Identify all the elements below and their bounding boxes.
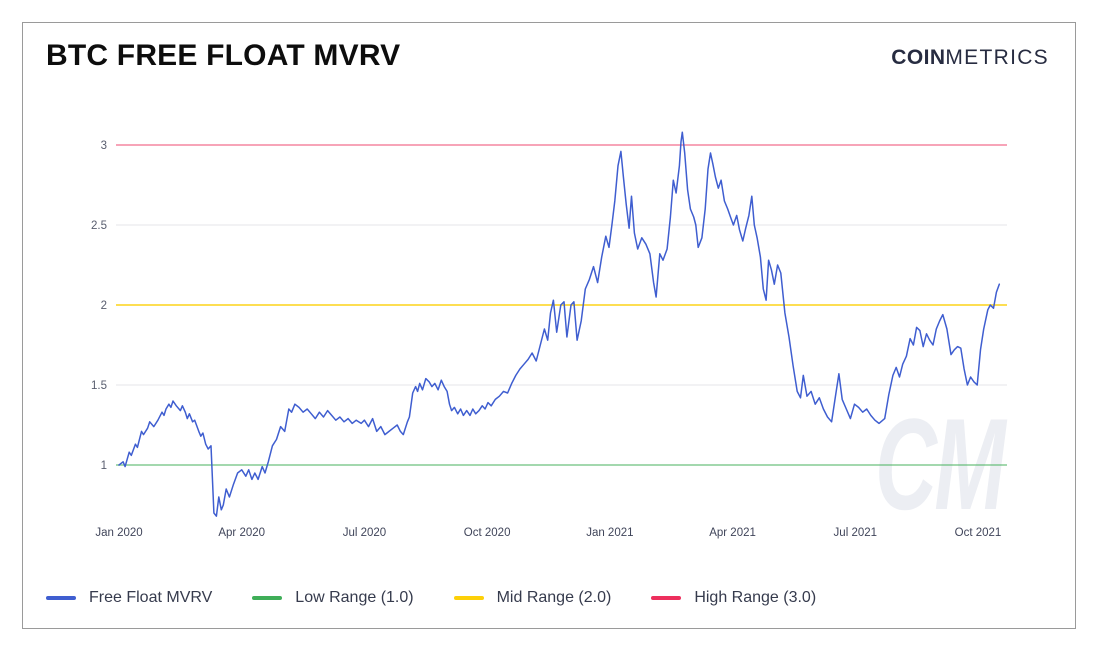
legend-label-free-float-mvrv: Free Float MVRV bbox=[89, 589, 213, 606]
x-tick-label: Jul 2020 bbox=[343, 527, 386, 539]
y-tick-label: 1.5 bbox=[91, 380, 107, 392]
chart-plot-area: CM 1 1.5 2 2.5 3 Jan 2020 Apr 2020 Jul 2020 Oct … bbox=[23, 111, 1076, 573]
legend-swatch-high-range bbox=[651, 595, 682, 601]
chart-svg: 1 1.5 2 2.5 3 Jan 2020 Apr 2020 Jul 2020 Oct 202… bbox=[91, 131, 1007, 539]
legend-swatch-free-float-mvrv bbox=[46, 595, 76, 601]
legend-swatch-low-range bbox=[252, 595, 283, 601]
legend-item-high-range[interactable]: High Range (3.0) bbox=[651, 589, 816, 607]
x-tick-label: Jul 2021 bbox=[834, 527, 877, 539]
legend-item-mid-range[interactable]: Mid Range (2.0) bbox=[453, 589, 612, 607]
x-tick-label: Oct 2021 bbox=[955, 527, 1002, 539]
x-tick-label: Oct 2020 bbox=[464, 527, 511, 539]
series-free-float-mvrv bbox=[118, 131, 1001, 517]
brand-light-text: METRICS bbox=[945, 46, 1049, 69]
x-tick-label: Apr 2020 bbox=[218, 527, 265, 539]
y-tick-label: 2.5 bbox=[91, 220, 107, 232]
chart-header: BTC FREE FLOAT MVRV COINMETRICS bbox=[46, 39, 1049, 73]
legend-swatch-mid-range bbox=[453, 595, 484, 601]
chart-card: BTC FREE FLOAT MVRV COINMETRICS CM 1 1.5 2… bbox=[22, 22, 1076, 629]
legend-label-high-range: High Range (3.0) bbox=[694, 589, 817, 606]
legend-item-low-range[interactable]: Low Range (1.0) bbox=[252, 589, 414, 607]
x-tick-label: Apr 2021 bbox=[709, 527, 756, 539]
legend-item-free-float-mvrv[interactable]: Free Float MVRV bbox=[46, 589, 212, 607]
legend-label-low-range: Low Range (1.0) bbox=[295, 589, 414, 606]
chart-title: BTC FREE FLOAT MVRV bbox=[46, 39, 401, 72]
coinmetrics-logo: COINMETRICS bbox=[891, 46, 1049, 70]
y-tick-label: 3 bbox=[101, 140, 107, 152]
legend-label-mid-range: Mid Range (2.0) bbox=[496, 589, 612, 606]
brand-bold-text: COIN bbox=[891, 46, 946, 69]
chart-legend: Free Float MVRV Low Range (1.0) Mid Rang… bbox=[46, 589, 816, 607]
x-tick-label: Jan 2021 bbox=[586, 527, 633, 539]
x-tick-label: Jan 2020 bbox=[95, 527, 142, 539]
y-tick-label: 2 bbox=[101, 300, 107, 312]
cm-watermark: CM bbox=[875, 391, 1006, 537]
y-tick-label: 1 bbox=[101, 460, 107, 472]
